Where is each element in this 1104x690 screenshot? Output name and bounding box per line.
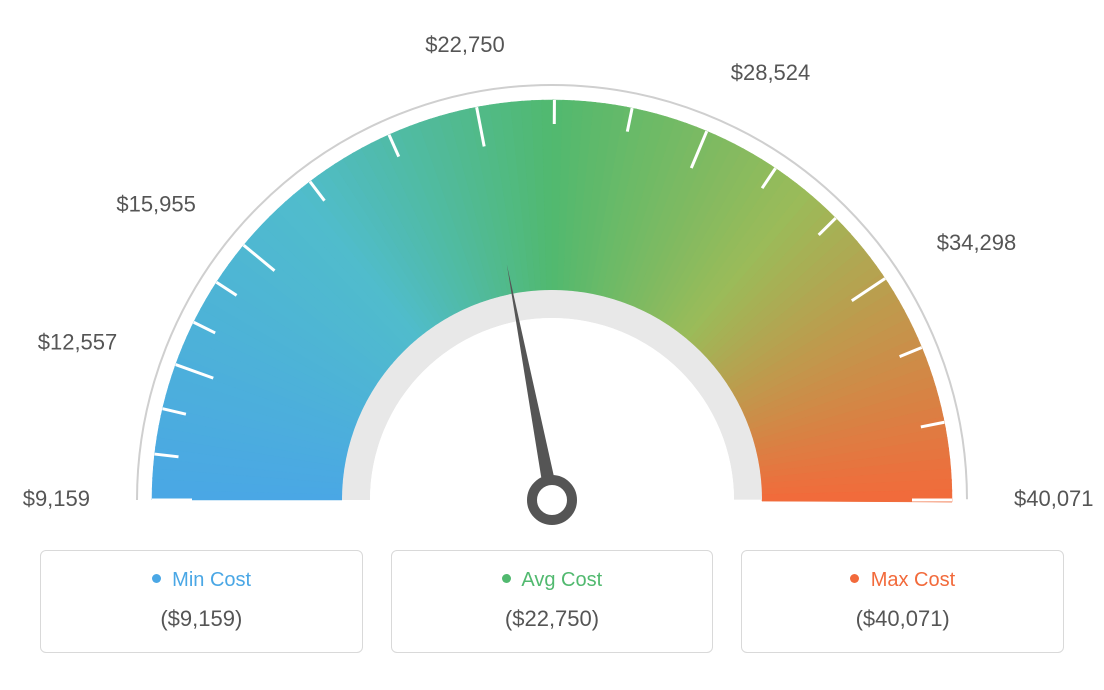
- svg-text:$28,524: $28,524: [731, 60, 811, 85]
- min-cost-label-text: Min Cost: [172, 569, 251, 591]
- max-cost-label-text: Max Cost: [871, 569, 955, 591]
- min-cost-card: Min Cost ($9,159): [40, 550, 363, 653]
- svg-text:$34,298: $34,298: [937, 230, 1017, 255]
- min-dot-icon: [152, 574, 161, 583]
- cost-cards-row: Min Cost ($9,159) Avg Cost ($22,750) Max…: [0, 540, 1104, 653]
- max-dot-icon: [850, 574, 859, 583]
- svg-text:$9,159: $9,159: [23, 486, 90, 511]
- svg-text:$40,071: $40,071: [1014, 486, 1094, 511]
- avg-dot-icon: [502, 574, 511, 583]
- svg-text:$22,750: $22,750: [425, 32, 505, 57]
- min-cost-value: ($9,159): [51, 606, 352, 632]
- avg-cost-value: ($22,750): [402, 606, 703, 632]
- gauge-chart: $9,159 $12,557 $15,955 $22,750 $28,524 $34,29…: [0, 0, 1104, 540]
- max-cost-value: ($40,071): [752, 606, 1053, 632]
- avg-cost-label-text: Avg Cost: [521, 569, 602, 591]
- max-cost-label: Max Cost: [752, 569, 1053, 592]
- avg-cost-card: Avg Cost ($22,750): [391, 550, 714, 653]
- avg-cost-label: Avg Cost: [402, 569, 703, 592]
- svg-text:$12,557: $12,557: [38, 329, 118, 354]
- svg-text:$15,955: $15,955: [116, 191, 196, 216]
- max-cost-card: Max Cost ($40,071): [741, 550, 1064, 653]
- min-cost-label: Min Cost: [51, 569, 352, 592]
